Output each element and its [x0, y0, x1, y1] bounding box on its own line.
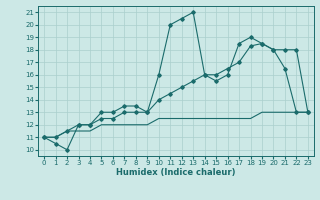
X-axis label: Humidex (Indice chaleur): Humidex (Indice chaleur) [116, 168, 236, 177]
